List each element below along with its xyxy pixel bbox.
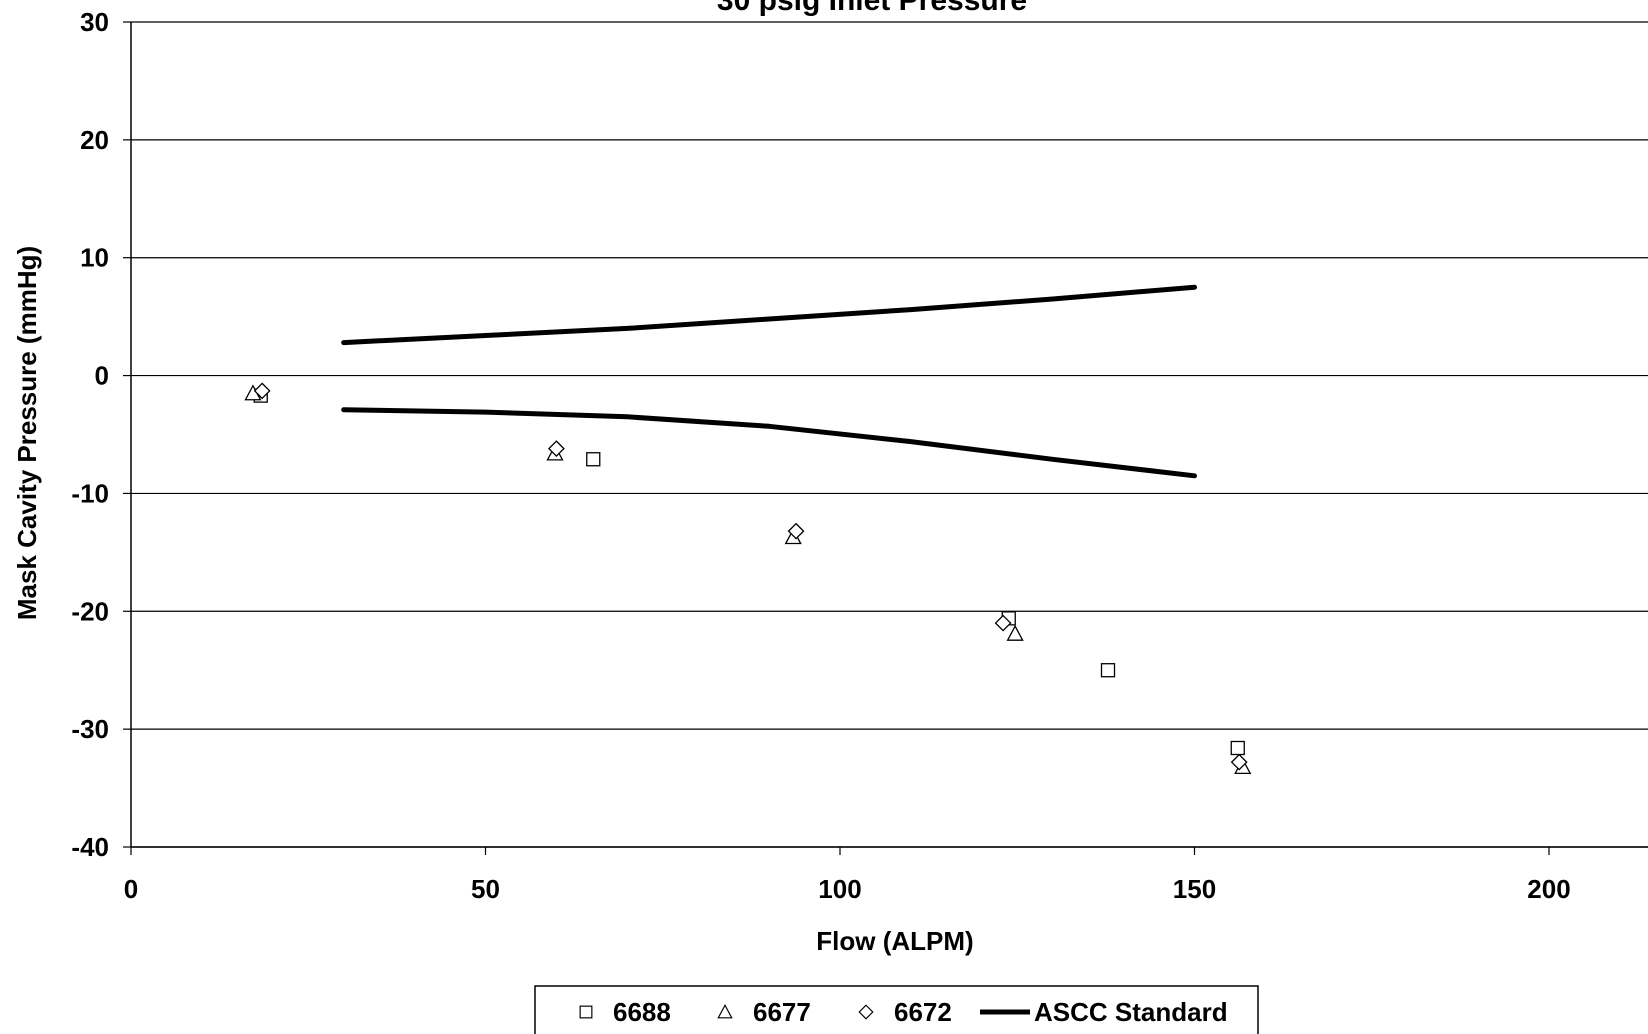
legend: 6688 6677 6672 ASCC Standard	[534, 985, 1259, 1034]
legend-marker-6688	[579, 1005, 593, 1019]
legend-label-6677: 6677	[753, 997, 811, 1027]
data-point-6672	[253, 382, 271, 400]
legend-label-6672: 6672	[894, 997, 952, 1027]
x-tick-labels: 0 50 100 150 200	[124, 874, 1571, 904]
legend-box	[534, 985, 1259, 1034]
y-axis-label: Mask Cavity Pressure (mmHg)	[12, 246, 42, 620]
y-tick-label: 0	[95, 361, 109, 391]
y-tick-label: -30	[71, 714, 109, 744]
x-tick-label: 0	[124, 874, 138, 904]
x-tick-label: 150	[1173, 874, 1216, 904]
x-tick-label: 200	[1527, 874, 1570, 904]
ascc-standard-line	[341, 284, 1197, 346]
legend-label-ASCC Standard: ASCC Standard	[1034, 997, 1228, 1027]
data-point-6688	[1230, 740, 1245, 756]
y-tick-label: -40	[71, 832, 109, 862]
y-tick-labels: 30 20 10 0 -10 -20 -30 -40	[71, 7, 109, 862]
data-point-6672	[547, 440, 565, 458]
x-tick-label: 100	[818, 874, 861, 904]
data-point-6672	[787, 522, 805, 540]
data-point-6688	[1100, 663, 1116, 678]
y-tick-label: 20	[80, 125, 109, 155]
legend-label-6688: 6688	[613, 997, 671, 1027]
axes	[123, 21, 1648, 855]
y-tick-label: 10	[80, 243, 109, 273]
x-axis-label: Flow (ALPM)	[816, 926, 973, 956]
legend-marker-6677	[717, 1004, 733, 1019]
y-tick-label: -20	[71, 596, 109, 626]
gridlines	[131, 21, 1648, 848]
x-tick-label: 50	[471, 874, 500, 904]
data-point-6688	[586, 452, 601, 467]
data-point-6672	[994, 614, 1012, 632]
data-point-6672	[1230, 753, 1248, 771]
ascc-standard-line	[341, 407, 1197, 479]
plot-area	[244, 284, 1252, 775]
legend-marker-6672	[858, 1004, 874, 1020]
y-tick-label: 30	[80, 7, 109, 37]
y-tick-label: -10	[71, 478, 109, 508]
data-point-6677	[1006, 624, 1024, 641]
chart-title: 30 psig Inlet Pressure	[717, 0, 1027, 17]
